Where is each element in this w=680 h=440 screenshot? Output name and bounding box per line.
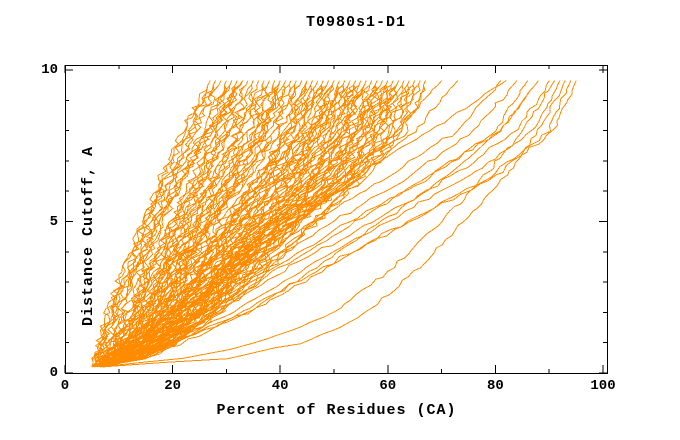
model-curve xyxy=(91,80,357,368)
model-curve xyxy=(91,80,356,368)
model-curve xyxy=(91,80,222,368)
x-tick-label: 80 xyxy=(486,378,504,394)
model-curve xyxy=(99,80,556,368)
model-curve xyxy=(102,80,426,368)
model-curve xyxy=(94,80,324,368)
model-curve xyxy=(91,80,378,368)
model-curve xyxy=(91,80,243,368)
model-curve xyxy=(97,80,539,368)
model-curve xyxy=(97,80,507,368)
x-tick-label: 20 xyxy=(164,378,181,394)
model-curve xyxy=(94,80,233,368)
y-tick-label: 0 xyxy=(49,365,58,381)
model-curve xyxy=(102,80,529,368)
model-curve xyxy=(97,80,518,368)
model-curve xyxy=(97,80,577,368)
model-curve xyxy=(94,80,389,368)
model-curve xyxy=(99,80,297,368)
model-curve xyxy=(91,80,243,368)
x-tick-label: 0 xyxy=(60,378,70,394)
model-curve xyxy=(96,80,227,368)
x-tick-label: 60 xyxy=(379,378,397,394)
model-curve xyxy=(97,80,373,368)
model-curve xyxy=(99,80,324,368)
model-curve xyxy=(94,80,303,368)
x-tick-label: 40 xyxy=(271,378,289,394)
chart-title: T0980s1-D1 xyxy=(305,14,406,31)
model-curve xyxy=(97,80,340,368)
model-curve xyxy=(91,80,265,368)
x-axis-label: Percent of Residues (CA) xyxy=(216,402,457,419)
model-curve xyxy=(97,80,442,368)
model-curve xyxy=(99,80,550,368)
model-curve xyxy=(99,80,249,368)
model-curve xyxy=(102,80,426,368)
y-tick-label: 10 xyxy=(41,62,58,78)
model-curve xyxy=(94,80,324,368)
model-curve xyxy=(94,80,254,368)
model-curve xyxy=(97,80,539,368)
model-curve xyxy=(91,80,243,368)
model-curve xyxy=(91,80,400,368)
model-curve xyxy=(94,80,502,368)
model-curve xyxy=(94,80,217,368)
x-tick-label: 100 xyxy=(590,378,616,394)
y-tick-label: 5 xyxy=(49,213,58,230)
model-curve xyxy=(96,80,227,368)
model-curve xyxy=(94,80,254,368)
model-curve xyxy=(94,80,346,368)
model-curve xyxy=(97,80,561,368)
model-curve xyxy=(102,80,566,368)
model-curve xyxy=(91,80,378,368)
model-curve xyxy=(97,80,308,368)
plot-border xyxy=(65,65,608,374)
model-curve xyxy=(91,80,243,368)
